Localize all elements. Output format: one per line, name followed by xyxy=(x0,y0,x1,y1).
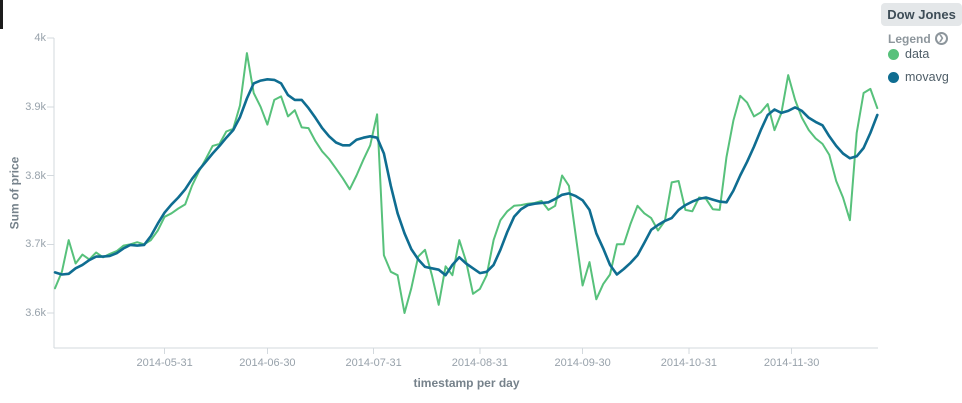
data-line xyxy=(54,52,879,314)
x-tick-label: 2014-11-30 xyxy=(763,357,820,369)
chart-title: Dow Jones xyxy=(881,3,962,26)
series-lines xyxy=(53,52,879,314)
x-tick-label: 2014-10-31 xyxy=(660,357,717,369)
axis-tick-marks xyxy=(47,37,793,354)
y-tick-label: 3.8k xyxy=(25,169,46,182)
legend-item-movavg[interactable]: movavg xyxy=(888,70,949,84)
left-edge-artifact xyxy=(0,0,3,29)
x-tick-label: 2014-07-31 xyxy=(345,357,402,369)
x-tick-label: 2014-06-30 xyxy=(239,357,296,369)
data-series-color-dot xyxy=(888,48,899,60)
y-tick-label: 3.6k xyxy=(25,307,46,319)
movavg-series-color-dot xyxy=(888,71,899,83)
x-axis-title: timestamp per day xyxy=(413,376,520,390)
legend-toggle-label: Legend xyxy=(888,31,931,46)
y-tick-label: 3.9k xyxy=(25,100,46,113)
legend-item-label: data xyxy=(905,47,930,61)
x-tick-label: 2014-09-30 xyxy=(554,357,611,369)
y-tick-label: 3.7k xyxy=(25,238,46,251)
movavg-line xyxy=(53,78,879,277)
legend-panel: Dow Jones Legend ❯ data movavg xyxy=(880,0,962,403)
x-tick-label: 2014-08-31 xyxy=(451,357,508,369)
legend-item-label: movavg xyxy=(905,70,949,84)
x-tick-label: 2014-05-31 xyxy=(136,357,193,369)
y-axis-title: Sum of price xyxy=(7,156,21,230)
legend-toggle[interactable]: Legend ❯ xyxy=(888,31,948,46)
legend-item-data[interactable]: data xyxy=(888,47,929,61)
y-tick-label: 4k xyxy=(34,32,46,44)
legend-collapse-icon[interactable]: ❯ xyxy=(934,32,948,45)
